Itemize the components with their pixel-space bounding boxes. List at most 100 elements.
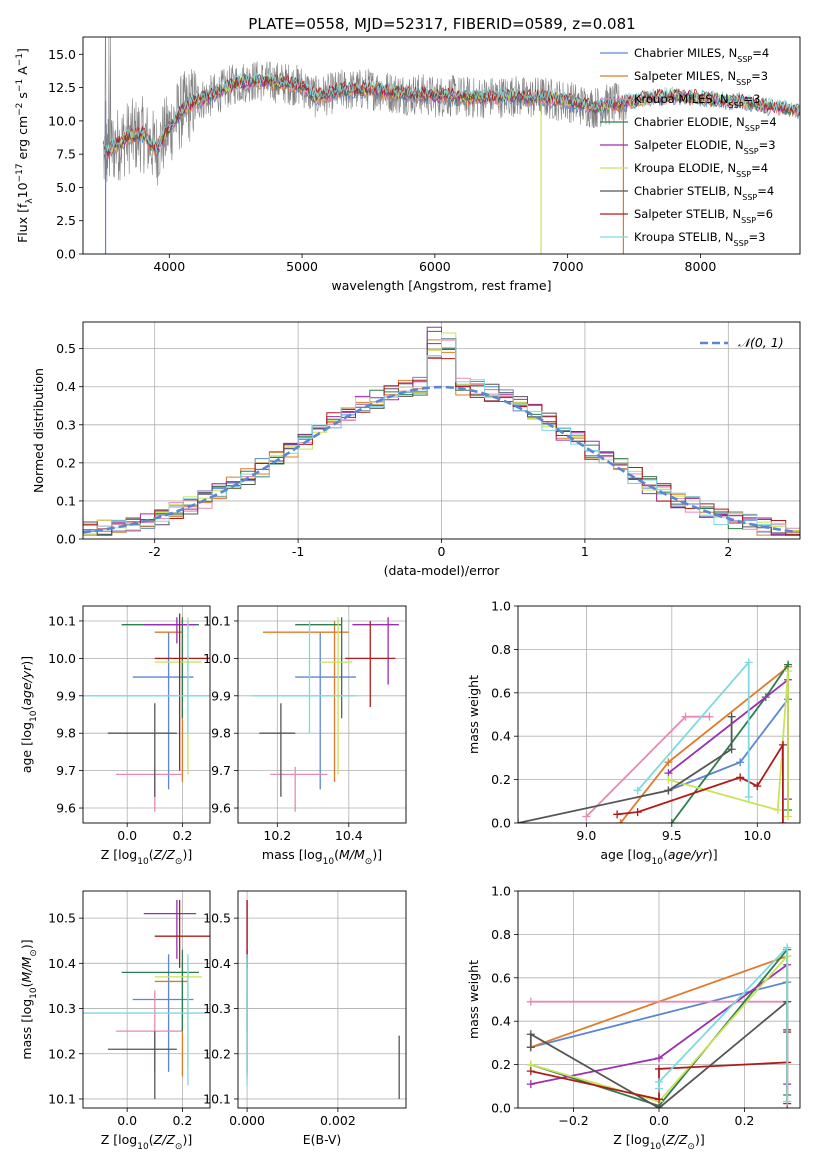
errorbar-kroupa-stelib [83, 954, 210, 1086]
y-axis-label: mass weight [466, 960, 481, 1039]
errorbar-kroupa-miles [270, 766, 328, 812]
errorbar-chabrier-elodie [121, 949, 199, 1032]
panel-mass-vs-ebv: 0.000 0.002 10.1 10.2 10.3 10.4 10.5 E(B-V) [203, 890, 407, 1147]
y-tick-label: 10.2 [48, 1046, 76, 1061]
y-tick-label: 10.5 [48, 911, 76, 926]
y-tick-label: 10.0 [48, 651, 76, 666]
y-tick-label: 9.6 [211, 801, 231, 816]
plus-marker [736, 773, 745, 782]
errorbar-salpeter-elodie [143, 900, 197, 959]
plus-marker [778, 740, 787, 749]
y-tick-label: 0.0 [491, 816, 511, 831]
y-tick-label: 0.3 [56, 417, 76, 432]
plus-marker [664, 758, 673, 767]
y-tick-label: 10.1 [203, 1091, 231, 1106]
plus-marker [681, 712, 690, 721]
x-tick-label: 5000 [286, 259, 318, 274]
y-tick-label: 10.4 [48, 956, 76, 971]
x-axis-label: wavelength [Angstrom, rest frame] [331, 278, 551, 293]
x-tick-label: 0.0 [649, 1113, 669, 1128]
legend-label: Salpeter MILES, NSSP=3 [634, 69, 768, 87]
x-axis-label: Z [log10(Z/Z⊙)] [613, 1132, 704, 1152]
y-tick-label: 0.6 [491, 970, 511, 985]
series-line-kroupa-elodie [668, 671, 789, 817]
plot-area [83, 891, 210, 1108]
y-tick-label: 0.8 [491, 642, 511, 657]
x-tick-label: 10.2 [263, 828, 291, 843]
histogram-kroupa-stelib [83, 338, 800, 533]
plus-marker [705, 712, 714, 721]
x-tick-label: 0.2 [172, 1113, 192, 1128]
y-axis-label: mass weight [466, 675, 481, 754]
plus-marker [655, 1064, 663, 1073]
y-tick-label: 0.1 [56, 493, 76, 508]
x-tick-label: 9.5 [662, 828, 682, 843]
panel-massweight-vs-Z: −0.2 0.0 0.2 0.0 0.2 0.4 0.6 0.8 1.0 Z [log10(Z/Z… [466, 884, 801, 1152]
panel-massweight-vs-age: 9.0 9.5 10.0 0.0 0.2 0.4 0.6 0.8 1.0 age [log10(a… [466, 599, 801, 867]
y-tick-label: 10.1 [48, 1091, 76, 1106]
y-tick-label: 0.4 [56, 379, 76, 394]
y-tick-label: 10.5 [203, 911, 231, 926]
errorbar-chabrier-stelib [259, 703, 296, 797]
series-line-chabrier-stelib [518, 716, 733, 823]
axes-frame [82, 890, 211, 1109]
x-axis-label: age [log10(age/yr)] [600, 847, 717, 867]
y-tick-label: 9.9 [56, 688, 76, 703]
y-tick-label: 0.8 [491, 927, 511, 942]
plus-marker [633, 808, 642, 817]
errorbar-salpeter-miles [263, 620, 349, 782]
errorbar-chabrier-miles [132, 632, 194, 790]
series-line-kroupa-miles [585, 715, 710, 818]
x-tick-label: 4000 [153, 259, 185, 274]
plus-marker [667, 819, 676, 823]
series-line-chabrier-elodie [671, 661, 789, 823]
y-tick-label: 9.7 [211, 763, 231, 778]
y-tick-label: 0.5 [56, 341, 76, 356]
y-tick-label: 0.6 [491, 685, 511, 700]
y-axis-label: Flux [fλ10−17 erg cm−2 s−1 A−1] [15, 48, 35, 243]
plot-area [518, 606, 800, 823]
figure-title: PLATE=0558, MJD=52317, FIBERID=0589, z=0… [248, 15, 635, 33]
plus-marker [526, 1043, 535, 1052]
x-tick-label: 1 [581, 544, 589, 559]
x-axis-label: Z [log10(Z/Z⊙)] [101, 1132, 192, 1152]
x-tick-label: −0.2 [558, 1113, 588, 1128]
plot-area [518, 891, 800, 1108]
y-axis-label: age [log10(age/yr)] [19, 656, 39, 773]
x-tick-label: 8000 [685, 259, 717, 274]
y-tick-label: 2.5 [56, 213, 76, 228]
legend-label: Chabrier MILES, NSSP=4 [634, 46, 769, 64]
y-tick-label: 9.8 [56, 726, 76, 741]
y-tick-label: 10.0 [48, 113, 76, 128]
x-tick-label: -1 [292, 544, 304, 559]
errorbar-chabrier-elodie [295, 617, 343, 719]
legend-label: Chabrier ELODIE, NSSP=4 [634, 115, 777, 133]
plus-marker [526, 1080, 535, 1089]
errorbar-kroupa-stelib [83, 620, 210, 734]
x-tick-label: 2 [724, 544, 732, 559]
x-tick-label: 10.0 [743, 828, 771, 843]
plus-marker [736, 758, 745, 767]
y-tick-label: 12.5 [48, 80, 76, 95]
x-tick-label: 0 [438, 544, 446, 559]
y-axis-label: Normed distribution [31, 368, 46, 493]
plus-marker [655, 1077, 663, 1086]
plus-marker [727, 712, 736, 721]
errorbar-salpeter-elodie [352, 617, 399, 685]
histogram-salpeter-stelib [83, 357, 800, 535]
plus-marker [744, 658, 753, 667]
plus-marker [633, 786, 642, 795]
x-tick-label: 0.0 [117, 828, 137, 843]
plus-marker [753, 782, 762, 791]
errorbar-kroupa-miles [116, 766, 183, 812]
legend: Chabrier MILES, NSSP=4 Salpeter MILES, NS… [600, 46, 777, 248]
x-tick-label: 0.2 [172, 828, 192, 843]
y-tick-label: 10.4 [203, 956, 231, 971]
x-tick-label: 0.0 [117, 1113, 137, 1128]
panel-spectrum: 4000 5000 6000 7000 8000 0.0 2.5 5.0 7.5 10.0 12.5… [15, 36, 801, 293]
panel-mass-vs-Z: 0.0 0.2 10.1 10.2 10.3 10.4 10.5 Z [log10(Z/Z⊙)… [19, 890, 211, 1152]
panel-age-vs-Z: 0.0 0.2 9.6 9.7 9.8 9.9 10.0 10.1 Z [log10(Z/Z⊙)… [19, 605, 211, 867]
plus-marker [664, 786, 673, 795]
x-tick-label: -2 [148, 544, 160, 559]
